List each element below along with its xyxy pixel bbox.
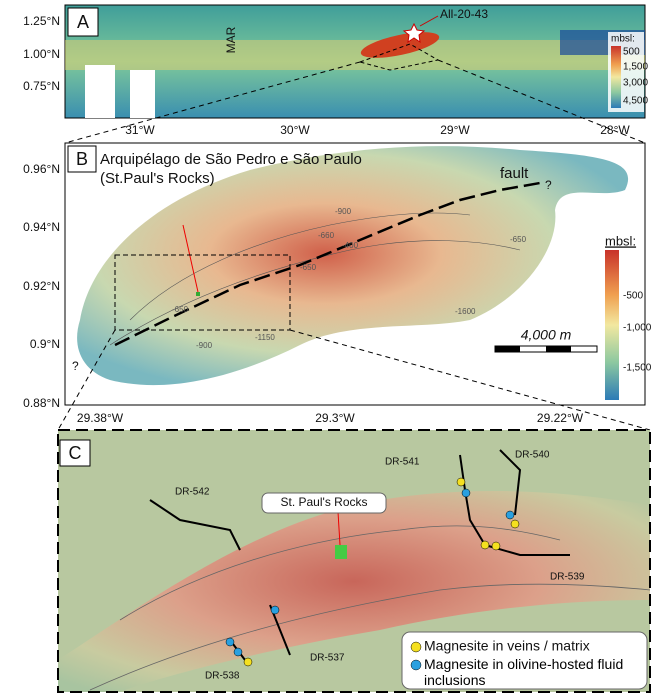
y-tick-label: 0.94°N	[23, 220, 60, 234]
colorbar-label: 3,000	[623, 78, 648, 89]
scale-seg	[546, 346, 571, 352]
colorbar-label: -500	[623, 291, 643, 302]
contour-label: -1150	[255, 333, 275, 342]
contour-label: -660	[318, 231, 335, 240]
no-data	[85, 65, 115, 118]
y-tick-label: 1.25°N	[23, 14, 60, 28]
sample-label: All-20-43	[440, 7, 488, 21]
dredge-label: DR-538	[205, 671, 240, 682]
query: ?	[545, 178, 552, 192]
panel-label: B	[76, 149, 88, 169]
legend-marker	[411, 642, 421, 652]
colorbar-label: 500	[623, 47, 640, 58]
colorbar-title: mbsl:	[605, 233, 636, 248]
panel-c: St. Paul's Rocks DR-541 DR-540 DR-542 DR…	[58, 430, 650, 692]
x-tick-label: 30°W	[280, 123, 310, 137]
contour-label: -900	[196, 341, 213, 350]
fault-label: fault	[500, 165, 529, 182]
no-data	[130, 70, 155, 118]
legend-label: Magnesite in olivine-hosted fluid inclus…	[424, 656, 646, 688]
colorbar	[611, 46, 621, 108]
dredge-label: DR-539	[550, 572, 585, 583]
site-label: St. Paul's Rocks	[281, 495, 368, 509]
legend-label: Magnesite in veins / matrix	[424, 638, 590, 654]
colorbar-label: -1,500	[623, 363, 652, 374]
dredge-label: DR-537	[310, 653, 345, 664]
x-tick-label: 29.22°W	[537, 411, 584, 425]
contour-label: -650	[300, 263, 317, 272]
panel-label: A	[77, 12, 89, 32]
contour-label: -900	[335, 207, 352, 216]
x-tick-label: 29.38°W	[77, 411, 124, 425]
colorbar-label: -1,000	[623, 323, 652, 334]
panel-a: A 1.25°N 1.00°N 0.75°N 31°W 30°W 29°W 28…	[23, 5, 648, 137]
legend-wrap: Magnesite in olivine-hosted fluid inclus…	[424, 656, 646, 690]
x-tick-label: 29°W	[440, 123, 470, 137]
legend-marker	[411, 660, 421, 670]
ridge-band	[65, 40, 645, 70]
place-name: Arquipélago de São Pedro e São Paulo	[100, 151, 362, 168]
y-tick-label: 0.92°N	[23, 279, 60, 293]
figure: A 1.25°N 1.00°N 0.75°N 31°W 30°W 29°W 28…	[0, 0, 653, 698]
panel-label: C	[69, 443, 82, 463]
x-tick-label: 29.3°W	[315, 411, 355, 425]
panel-b: B Arquipélago de São Pedro e São Paulo (…	[23, 143, 652, 425]
colorbar-label: 4,500	[623, 96, 648, 107]
ridge-label: MAR	[224, 26, 238, 53]
query: ?	[72, 359, 79, 373]
place-name: (St.Paul's Rocks)	[100, 170, 215, 187]
y-tick-label: 0.96°N	[23, 162, 60, 176]
dredge-label: DR-541	[385, 457, 420, 468]
rocks	[335, 545, 347, 559]
contour-label: -650	[172, 305, 189, 314]
contour-label: -650	[510, 235, 527, 244]
y-tick-label: 0.9°N	[30, 337, 60, 351]
y-tick-label: 0.75°N	[23, 79, 60, 93]
rocks	[196, 292, 200, 296]
dredge-label: DR-540	[515, 450, 550, 461]
contour-label: -1600	[455, 307, 476, 316]
y-tick-label: 1.00°N	[23, 47, 60, 61]
contour-label: -400	[342, 241, 359, 250]
y-tick-label: 0.88°N	[23, 396, 60, 410]
colorbar	[605, 250, 619, 400]
colorbar-title: mbsl:	[611, 34, 635, 45]
dredge-label: DR-542	[175, 487, 210, 498]
scale-label: 4,000 m	[521, 327, 572, 343]
scale-seg	[495, 346, 520, 352]
colorbar-label: 1,500	[623, 62, 648, 73]
